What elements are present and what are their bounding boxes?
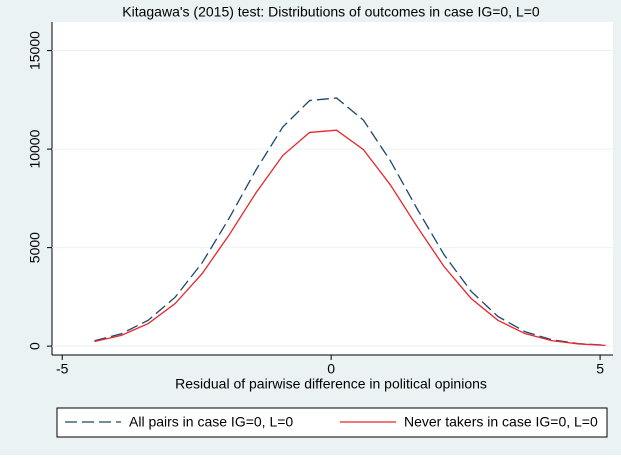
legend-label: Never takers in case IG=0, L=0 xyxy=(404,414,598,430)
legend-label: All pairs in case IG=0, L=0 xyxy=(129,414,293,430)
legend xyxy=(56,407,608,438)
x-tick-label: 5 xyxy=(596,361,604,377)
y-tick-label: 15000 xyxy=(27,31,43,70)
y-tick-label: 0 xyxy=(27,342,43,350)
y-tick-label: 5000 xyxy=(27,232,43,263)
x-tick-label: -5 xyxy=(56,361,69,377)
line xyxy=(94,129,606,346)
x-tick-label: 0 xyxy=(327,361,335,377)
chart-title: Kitagawa's (2015) test: Distributions of… xyxy=(122,4,540,20)
plot-area xyxy=(52,22,613,355)
y-tick-label: 10000 xyxy=(27,129,43,168)
line xyxy=(94,97,606,346)
x-axis-label: Residual of pairwise difference in polit… xyxy=(175,376,487,392)
